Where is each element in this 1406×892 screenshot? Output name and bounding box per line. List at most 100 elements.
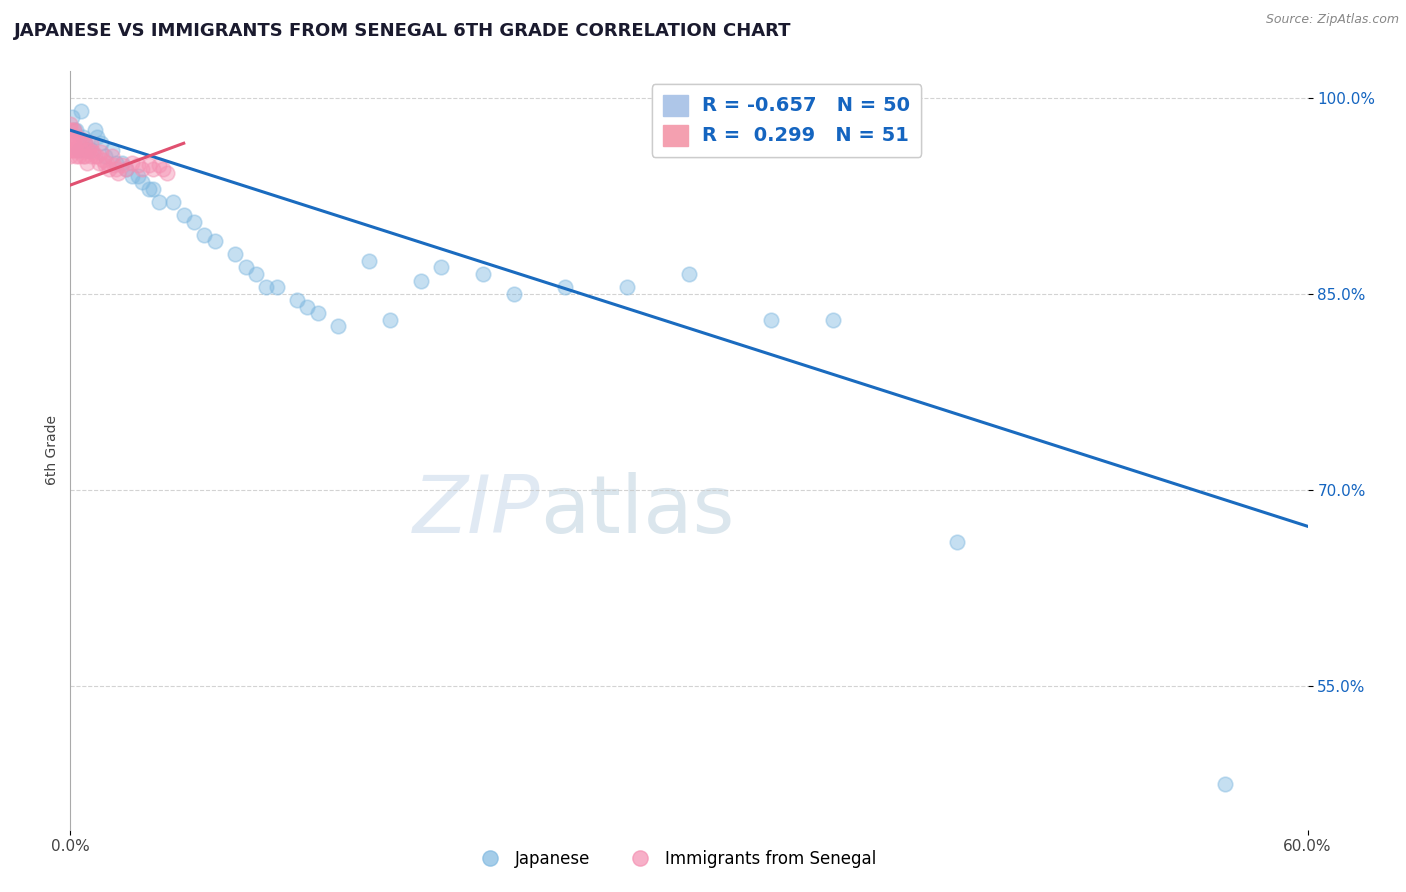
Point bbox=[63, 123, 86, 137]
Point bbox=[121, 156, 143, 170]
Point bbox=[100, 149, 122, 163]
Point bbox=[946, 535, 969, 549]
Point bbox=[86, 149, 108, 163]
Point bbox=[94, 149, 117, 163]
Point bbox=[59, 149, 82, 163]
Point bbox=[173, 208, 195, 222]
Point bbox=[285, 293, 308, 307]
Point bbox=[104, 156, 127, 170]
Point bbox=[111, 159, 134, 173]
Point bbox=[193, 227, 215, 242]
Point bbox=[65, 143, 87, 157]
Point bbox=[72, 149, 94, 163]
Y-axis label: 6th Grade: 6th Grade bbox=[45, 416, 59, 485]
Point bbox=[63, 136, 86, 151]
Point bbox=[100, 143, 122, 157]
Point bbox=[59, 136, 82, 151]
Point bbox=[148, 195, 170, 210]
Point bbox=[91, 153, 114, 168]
Point bbox=[65, 149, 87, 163]
Point bbox=[409, 273, 432, 287]
Point bbox=[67, 149, 90, 163]
Point bbox=[73, 136, 96, 151]
Point bbox=[98, 162, 121, 177]
Point bbox=[86, 129, 108, 144]
Point bbox=[76, 156, 98, 170]
Point bbox=[67, 143, 90, 157]
Point bbox=[156, 166, 179, 180]
Point bbox=[471, 267, 494, 281]
Point bbox=[115, 162, 138, 177]
Point bbox=[82, 145, 104, 160]
Point bbox=[297, 300, 319, 314]
Point bbox=[823, 312, 845, 326]
Text: Source: ZipAtlas.com: Source: ZipAtlas.com bbox=[1265, 13, 1399, 27]
Point bbox=[73, 149, 96, 163]
Point bbox=[678, 267, 700, 281]
Point bbox=[65, 129, 87, 144]
Point bbox=[115, 162, 138, 177]
Point bbox=[107, 166, 129, 180]
Point bbox=[127, 169, 149, 183]
Point bbox=[73, 136, 96, 151]
Point bbox=[60, 123, 83, 137]
Point bbox=[94, 159, 117, 173]
Point bbox=[245, 267, 267, 281]
Point bbox=[72, 136, 94, 151]
Point bbox=[131, 162, 153, 177]
Text: ZIP: ZIP bbox=[413, 472, 540, 550]
Point bbox=[266, 280, 288, 294]
Point bbox=[761, 312, 783, 326]
Point bbox=[554, 280, 576, 294]
Point bbox=[69, 103, 91, 118]
Point bbox=[152, 162, 174, 177]
Point bbox=[72, 129, 94, 144]
Point bbox=[84, 123, 107, 137]
Point bbox=[162, 195, 184, 210]
Point bbox=[89, 156, 111, 170]
Point bbox=[138, 182, 160, 196]
Point bbox=[254, 280, 277, 294]
Point bbox=[69, 143, 91, 157]
Text: atlas: atlas bbox=[540, 472, 735, 550]
Point bbox=[80, 149, 103, 163]
Point bbox=[131, 176, 153, 190]
Point bbox=[328, 319, 350, 334]
Point bbox=[80, 143, 103, 157]
Point bbox=[307, 306, 329, 320]
Point bbox=[502, 286, 524, 301]
Point bbox=[65, 123, 87, 137]
Point bbox=[76, 143, 98, 157]
Text: JAPANESE VS IMMIGRANTS FROM SENEGAL 6TH GRADE CORRELATION CHART: JAPANESE VS IMMIGRANTS FROM SENEGAL 6TH … bbox=[14, 22, 792, 40]
Point bbox=[60, 136, 83, 151]
Point bbox=[60, 143, 83, 157]
Point bbox=[142, 182, 165, 196]
Point bbox=[235, 260, 257, 275]
Point bbox=[138, 159, 160, 173]
Point bbox=[59, 123, 82, 137]
Point bbox=[224, 247, 246, 261]
Legend: R = -0.657   N = 50, R =  0.299   N = 51: R = -0.657 N = 50, R = 0.299 N = 51 bbox=[652, 84, 921, 157]
Point bbox=[63, 143, 86, 157]
Point bbox=[378, 312, 401, 326]
Point bbox=[142, 162, 165, 177]
Point bbox=[148, 159, 170, 173]
Point bbox=[76, 143, 98, 157]
Point bbox=[69, 132, 91, 146]
Point bbox=[204, 235, 226, 249]
Point bbox=[616, 280, 638, 294]
Point bbox=[430, 260, 453, 275]
Point bbox=[127, 159, 149, 173]
Point bbox=[80, 136, 103, 151]
Point bbox=[59, 117, 82, 131]
Point bbox=[103, 159, 125, 173]
Point bbox=[90, 136, 112, 151]
Legend: Japanese, Immigrants from Senegal: Japanese, Immigrants from Senegal bbox=[467, 844, 883, 875]
Point bbox=[63, 123, 86, 137]
Point bbox=[84, 149, 107, 163]
Point bbox=[67, 132, 90, 146]
Point bbox=[121, 169, 143, 183]
Point bbox=[59, 143, 82, 157]
Point bbox=[96, 156, 118, 170]
Point bbox=[77, 143, 100, 157]
